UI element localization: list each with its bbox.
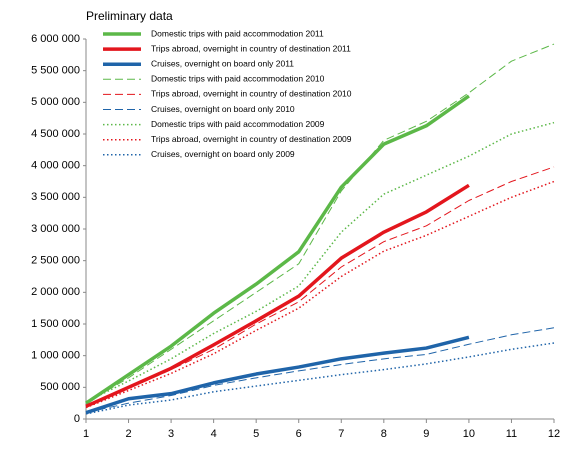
legend-label: Trips abroad, overnight in country of de…	[151, 134, 352, 144]
legend-label: Cruises, overnight on board only 2010	[151, 104, 295, 114]
x-tick-label: 11	[506, 428, 517, 440]
series-line	[85, 342, 555, 415]
annotation: Preliminary data	[86, 9, 173, 23]
x-tick-label: 3	[168, 428, 174, 440]
legend-label: Cruises, overnight on board only 2009	[151, 149, 295, 159]
legend-label: Trips abroad, overnight in country of de…	[151, 89, 352, 99]
x-tick-label: 7	[338, 428, 344, 440]
series-line	[85, 327, 555, 414]
x-tick-label: 10	[463, 428, 475, 440]
legend-label: Cruises, overnight on board only 2011	[151, 58, 294, 68]
y-tick-label: 3 500 000	[31, 191, 80, 203]
x-tick-label: 4	[211, 428, 217, 440]
series-line	[85, 121, 555, 403]
series-line	[85, 180, 555, 409]
series-line	[85, 335, 470, 415]
x-tick-label: 6	[296, 428, 302, 440]
series-line	[85, 43, 555, 404]
y-tick-label: 3 000 000	[31, 223, 80, 235]
y-tick-label: 1 000 000	[31, 350, 80, 362]
x-tick-label: 1	[83, 428, 89, 440]
legend-label: Domestic trips with paid accommodation 2…	[151, 74, 325, 84]
y-tick-label: 4 000 000	[31, 160, 80, 172]
x-tick-label: 5	[253, 428, 259, 440]
y-tick-label: 0	[74, 413, 80, 425]
y-tick-label: 4 500 000	[31, 128, 80, 140]
series-line	[85, 94, 470, 405]
y-tick-label: 5 500 000	[31, 65, 80, 77]
x-tick-label: 12	[548, 428, 560, 440]
series-line	[85, 166, 555, 407]
series-line	[85, 183, 470, 408]
x-tick-label: 9	[423, 428, 429, 440]
y-tick-label: 6 000 000	[31, 33, 80, 45]
y-tick-label: 5 000 000	[31, 96, 80, 108]
legend-label: Domestic trips with paid accommodation 2…	[151, 119, 325, 129]
x-tick-label: 2	[125, 428, 131, 440]
y-tick-label: 1 500 000	[31, 318, 80, 330]
y-tick-label: 2 500 000	[31, 255, 80, 267]
legend-label: Domestic trips with paid accommodation 2…	[151, 28, 324, 38]
x-tick-label: 8	[381, 428, 387, 440]
y-tick-label: 500 000	[40, 381, 80, 393]
y-tick-label: 2 000 000	[31, 286, 80, 298]
legend-label: Trips abroad, overnight in country of de…	[151, 43, 351, 53]
